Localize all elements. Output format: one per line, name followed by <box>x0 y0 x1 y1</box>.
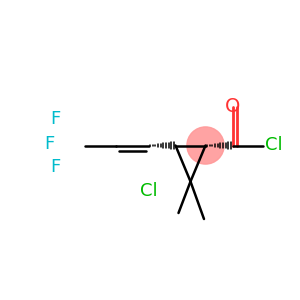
Text: Cl: Cl <box>266 136 283 154</box>
Circle shape <box>187 127 224 164</box>
Text: F: F <box>44 135 55 153</box>
Text: F: F <box>50 110 61 128</box>
Text: Cl: Cl <box>140 182 157 200</box>
Text: O: O <box>225 97 240 116</box>
Text: F: F <box>50 158 61 175</box>
